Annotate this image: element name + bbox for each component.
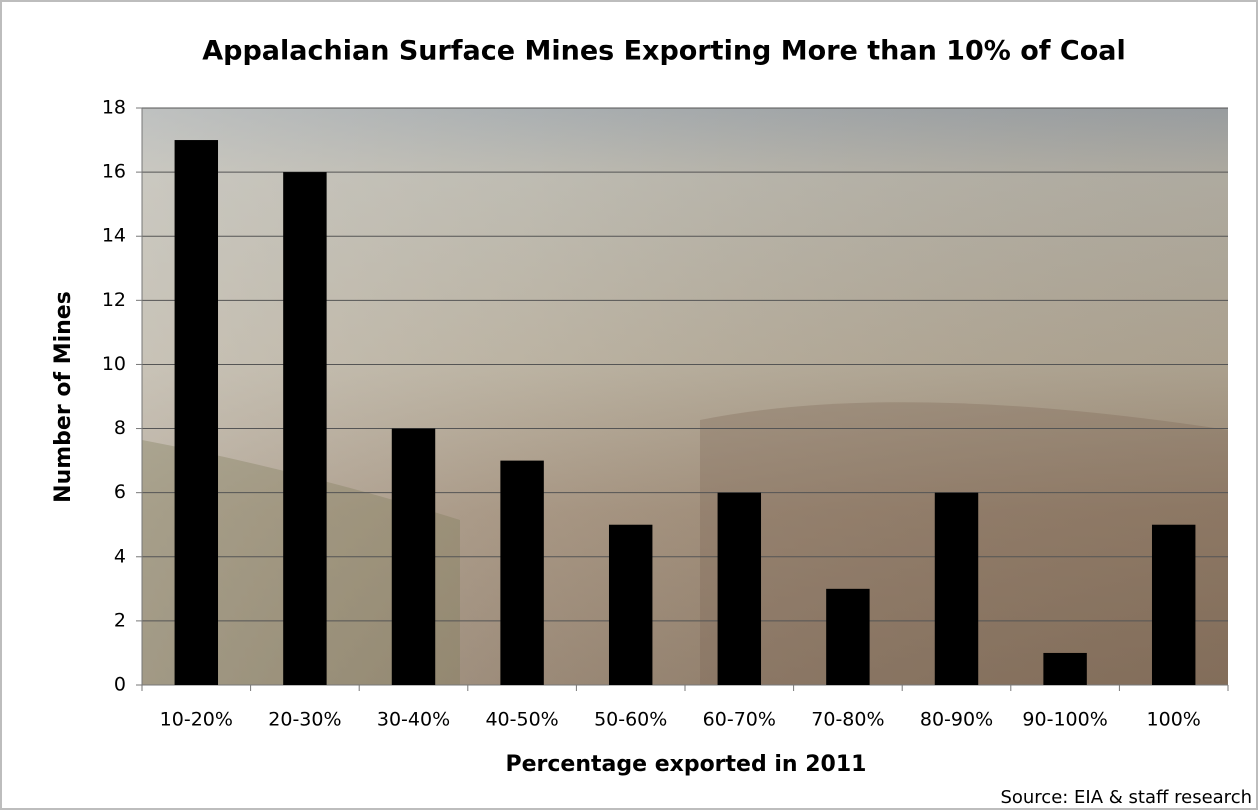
y-axis-title: Number of Mines (51, 291, 76, 503)
y-tick-label: 2 (114, 609, 126, 631)
bar (283, 172, 327, 686)
y-tick-label: 4 (114, 545, 126, 567)
x-tick-label: 40-50% (485, 709, 558, 731)
source-note: Source: EIA & staff research (1000, 787, 1252, 808)
y-tick-label: 8 (114, 417, 126, 439)
y-tick-label: 10 (102, 353, 126, 375)
bar (174, 140, 219, 686)
x-tick-label: 60-70% (703, 709, 776, 731)
x-tick-label: 90-100% (1022, 709, 1107, 731)
chart-title: Appalachian Surface Mines Exporting More… (202, 36, 1126, 67)
x-tick-label: 70-80% (811, 709, 884, 731)
x-tick-label: 80-90% (920, 709, 993, 731)
y-tick-label: 12 (102, 289, 126, 311)
x-tick-label: 30-40% (377, 709, 450, 731)
bar (1151, 524, 1196, 685)
bar (608, 524, 653, 685)
bar (934, 492, 979, 685)
y-tick-label: 6 (114, 481, 126, 503)
bar (717, 492, 762, 685)
x-tick-label: 50-60% (594, 709, 667, 731)
y-tick-label: 16 (102, 161, 126, 183)
y-tick-label: 0 (114, 674, 126, 696)
x-tick-label: 100% (1147, 709, 1201, 731)
y-tick-label: 14 (102, 225, 126, 247)
x-tick-label: 10-20% (160, 709, 233, 731)
x-tick-label: 20-30% (268, 709, 341, 731)
bar (1043, 652, 1087, 685)
bar (826, 588, 870, 685)
x-axis-title: Percentage exported in 2011 (506, 752, 867, 777)
bar (391, 428, 436, 685)
bar (500, 460, 544, 685)
y-tick-label: 18 (102, 97, 126, 119)
